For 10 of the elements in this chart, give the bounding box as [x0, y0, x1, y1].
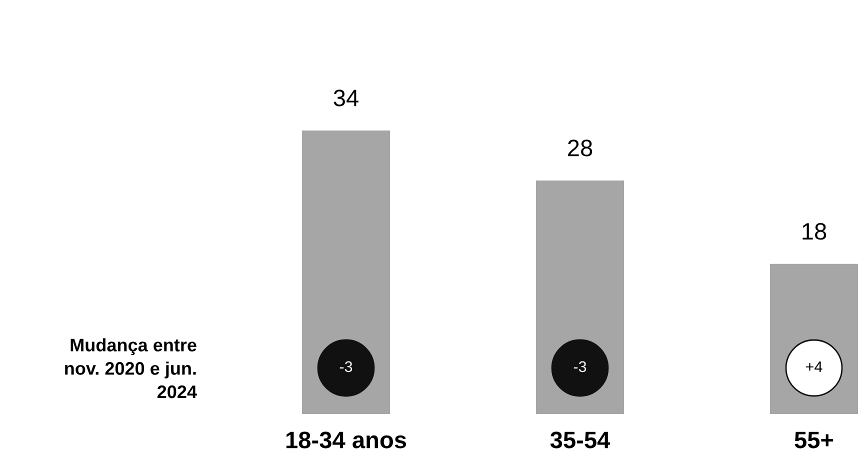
x-tick-label: 55+ [794, 432, 834, 448]
data-label: 34 [334, 90, 358, 106]
annotation: +4 [806, 361, 822, 372]
annotation: -3 [574, 361, 586, 372]
x-tick-label: 35-54 [550, 432, 610, 448]
data-label: 18 [802, 223, 826, 240]
data-label: 28 [568, 140, 592, 156]
text: Mudança entre nov. 2020 e jun. 2024 [65, 338, 197, 398]
x-tick-label: 18-34 anos [286, 432, 406, 448]
annotation: -3 [340, 361, 352, 372]
